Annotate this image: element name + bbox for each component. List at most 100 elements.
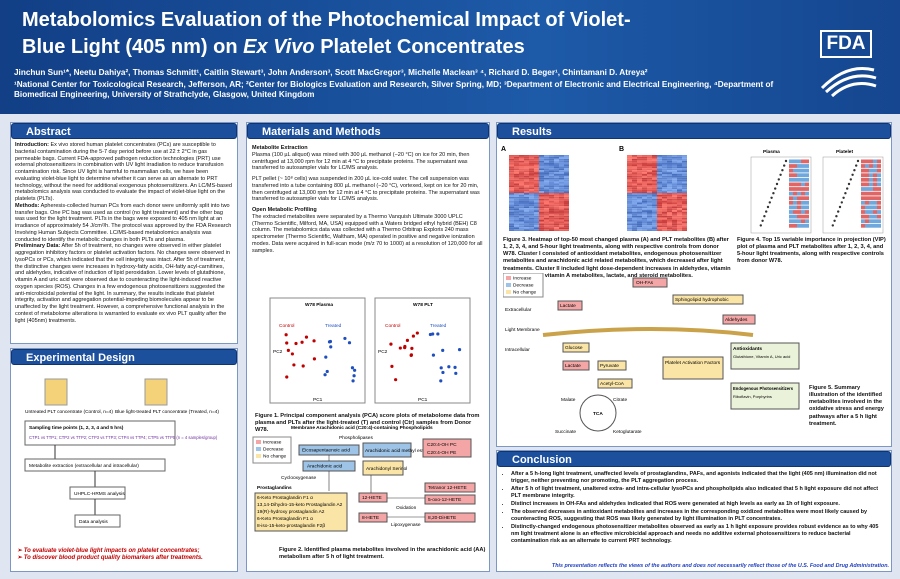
vip-cell [861, 200, 865, 205]
heatmap-cell [534, 164, 539, 167]
heatmap-cell [652, 177, 657, 180]
heatmap-cell [564, 185, 569, 188]
vip-dot [763, 215, 766, 218]
pca-point [457, 348, 462, 352]
heatmap-cell [637, 193, 642, 195]
vip-cell [865, 223, 869, 228]
heatmap-cell [642, 191, 647, 193]
pca-point [389, 342, 393, 346]
box [69, 486, 126, 500]
heatmap-cell [637, 175, 642, 178]
heatmap-cell [637, 217, 642, 220]
heatmap-cell [514, 187, 519, 190]
heatmap-cell [554, 174, 559, 176]
heatmap-cell [514, 202, 519, 205]
vip-cell [793, 200, 797, 205]
heatmap-cell [652, 225, 657, 228]
heatmap-cell [682, 206, 687, 209]
vip-cell [797, 159, 801, 164]
heatmap-cell [627, 164, 632, 167]
node-label: Glutathione, Vitamin A, Uric acid [733, 354, 790, 359]
heatmap-cell [549, 213, 554, 216]
heatmap-cell [549, 221, 554, 224]
heatmap-cell [682, 194, 687, 197]
heatmap-cell [632, 213, 637, 216]
vip-cell [805, 159, 809, 164]
heatmap-cell [529, 198, 534, 201]
heatmap-cell [554, 158, 559, 161]
node [730, 342, 800, 370]
vip-cell [861, 210, 865, 214]
heatmap-cell [564, 179, 569, 182]
section-heading: Results [497, 123, 891, 139]
heatmap-cell [632, 210, 637, 212]
heatmap-cell [539, 179, 544, 182]
node-label: C20:4-OH PE [427, 450, 456, 456]
node [562, 360, 590, 371]
heatmap-cell [509, 158, 514, 161]
heatmap-cell [524, 193, 529, 195]
heatmap-cell [652, 200, 657, 203]
plot-title: Platelet [836, 149, 853, 155]
heatmap-cell [657, 174, 662, 176]
heatmap-cell [647, 170, 652, 173]
heatmap-cell [514, 189, 519, 192]
heatmap-cell [632, 223, 637, 226]
heatmap-cell [667, 156, 672, 159]
heatmap-cell [519, 181, 524, 184]
vip-dot [840, 201, 843, 204]
label: CTP1 vs TTP1; CTP2 vs TTP2; CTP3 vs TTP3… [29, 435, 218, 440]
heatmap-cell [652, 189, 657, 192]
heatmap-cell [559, 174, 564, 176]
heatmap-cell [564, 215, 569, 218]
heatmap-cell [682, 204, 687, 207]
heatmap-cell [637, 187, 642, 190]
heatmap-cell [667, 168, 672, 171]
heatmap-cell [637, 160, 642, 163]
heatmap-cell [667, 208, 672, 211]
heatmap-cell [672, 217, 677, 220]
heatmap-cell [642, 206, 647, 209]
figure-caption: Figure 1. Principal component analysis (… [255, 413, 480, 434]
heatmap-cell [529, 210, 534, 212]
heatmap-cell [564, 187, 569, 190]
heatmap-cell [529, 229, 534, 231]
heatmap-cell [662, 221, 667, 224]
heatmap-cell [667, 179, 672, 182]
heatmap-cell [509, 185, 514, 188]
heatmap-cell [509, 202, 514, 205]
heatmap-cell [564, 168, 569, 171]
heatmap-cell [642, 198, 647, 201]
vip-cell [801, 214, 805, 219]
heatmap-cell [682, 168, 687, 171]
vip-cell [801, 191, 805, 196]
heatmap-cell [662, 175, 667, 178]
heatmap-cell [632, 175, 637, 178]
heatmap-cell [529, 223, 534, 226]
node [722, 314, 756, 325]
pca-figure: W78 Plasma W78 PLT Control Treated Contr… [269, 297, 471, 404]
heatmap-cell [672, 185, 677, 188]
node-label: 8-HETE [362, 515, 379, 521]
heatmap-cell [519, 175, 524, 178]
heatmap-cell [509, 204, 514, 207]
heatmap-cell [672, 168, 677, 171]
heatmap-cell [657, 189, 662, 192]
heatmap-cell [524, 194, 529, 197]
heatmap-cell [657, 155, 662, 157]
heatmap-cell [539, 212, 544, 214]
heatmap-cell [647, 181, 652, 184]
vip-cell [869, 191, 873, 196]
heatmap-cell [544, 156, 549, 159]
heatmap-cell [529, 162, 534, 165]
heatmap-cell [514, 177, 519, 180]
heatmap-cell [627, 170, 632, 173]
heatmap-cell [632, 185, 637, 188]
heatmap-cell [524, 189, 529, 192]
heatmap-cell [652, 229, 657, 231]
heatmap-cell [672, 172, 677, 174]
heatmap-cell [564, 200, 569, 203]
heatmap-cell [637, 155, 642, 157]
heatmap-cell [519, 210, 524, 212]
heatmap-cell [667, 175, 672, 178]
